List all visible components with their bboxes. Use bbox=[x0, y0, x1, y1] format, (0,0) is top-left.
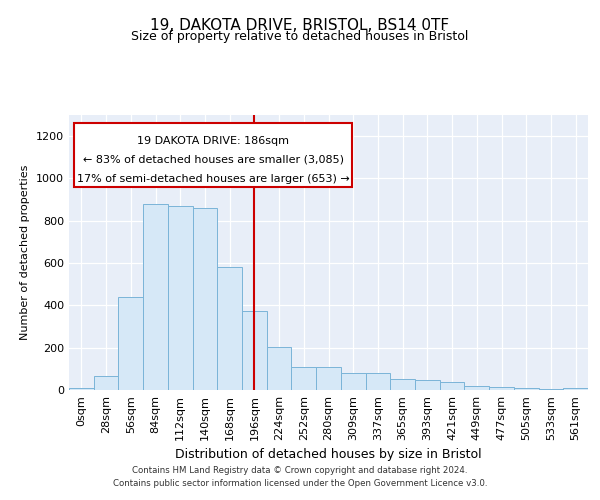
Bar bbox=[316, 366, 341, 390]
Text: Size of property relative to detached houses in Bristol: Size of property relative to detached ho… bbox=[131, 30, 469, 43]
Bar bbox=[390, 380, 415, 390]
Y-axis label: Number of detached properties: Number of detached properties bbox=[20, 165, 31, 340]
Bar bbox=[489, 387, 514, 390]
Bar bbox=[267, 346, 292, 390]
X-axis label: Distribution of detached houses by size in Bristol: Distribution of detached houses by size … bbox=[175, 448, 482, 462]
Bar bbox=[94, 376, 118, 390]
Bar bbox=[440, 382, 464, 390]
Bar bbox=[292, 366, 316, 390]
Bar bbox=[341, 373, 365, 390]
Bar bbox=[539, 389, 563, 390]
Bar bbox=[563, 388, 588, 390]
Bar bbox=[69, 388, 94, 390]
Bar bbox=[168, 206, 193, 390]
Bar bbox=[415, 380, 440, 390]
Bar bbox=[365, 373, 390, 390]
Text: 19 DAKOTA DRIVE: 186sqm: 19 DAKOTA DRIVE: 186sqm bbox=[137, 136, 289, 146]
Bar bbox=[143, 204, 168, 390]
Bar bbox=[242, 310, 267, 390]
Bar bbox=[217, 268, 242, 390]
Text: Contains HM Land Registry data © Crown copyright and database right 2024.
Contai: Contains HM Land Registry data © Crown c… bbox=[113, 466, 487, 487]
Bar bbox=[514, 388, 539, 390]
Bar bbox=[118, 297, 143, 390]
FancyBboxPatch shape bbox=[74, 123, 352, 186]
Text: 17% of semi-detached houses are larger (653) →: 17% of semi-detached houses are larger (… bbox=[77, 174, 349, 184]
Text: 19, DAKOTA DRIVE, BRISTOL, BS14 0TF: 19, DAKOTA DRIVE, BRISTOL, BS14 0TF bbox=[151, 18, 449, 32]
Text: ← 83% of detached houses are smaller (3,085): ← 83% of detached houses are smaller (3,… bbox=[83, 155, 344, 165]
Bar bbox=[464, 386, 489, 390]
Bar bbox=[193, 208, 217, 390]
